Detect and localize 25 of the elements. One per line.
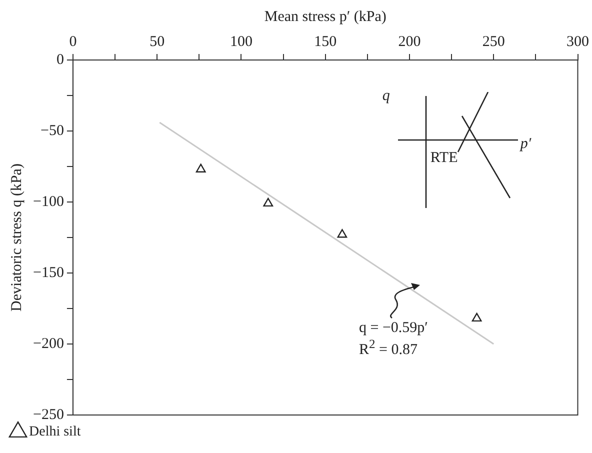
y-tick-label: 0 (56, 52, 64, 68)
x-tick-label: 250 (482, 34, 505, 50)
y-tick-label: −100 (32, 194, 64, 210)
annotation: RTE (430, 150, 458, 167)
x-tick-label: 50 (150, 34, 165, 50)
point (472, 312, 482, 322)
x-tick-label: 150 (314, 34, 337, 50)
point (196, 164, 206, 172)
x-tick-label: 0 (69, 34, 77, 50)
point (337, 229, 348, 238)
y-axis-title: Deviatoric stress q (kPa) (8, 164, 25, 312)
x-tick-label: 300 (566, 34, 589, 50)
y-tick-label: −250 (32, 406, 64, 423)
point (263, 198, 274, 207)
y-tick-label: −50 (40, 122, 64, 139)
x-tick-label: 100 (230, 34, 252, 50)
y-tick-label: −200 (32, 336, 64, 352)
x-axis-title: Mean stress p′ (kPa) (264, 8, 386, 25)
x-tick-label: 200 (398, 34, 421, 50)
y-tick-label: −150 (32, 264, 64, 281)
annotation: q (382, 88, 390, 105)
legend-label: Delhi silt (29, 424, 81, 440)
annotation: p′ (520, 136, 532, 153)
annotation: R$^{2}$ = 0.87 (359, 336, 418, 359)
annotation: q = −0.59p′ (359, 320, 428, 337)
